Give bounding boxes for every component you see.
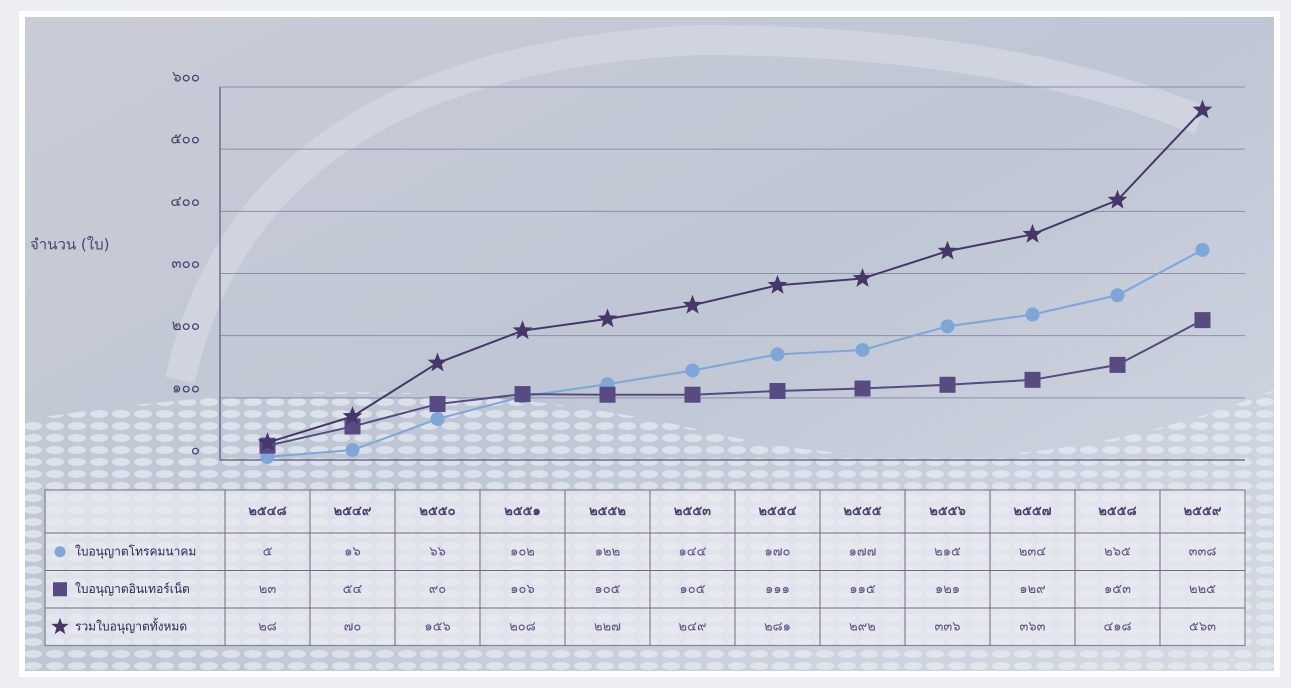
- data-label: ๒๑๕: [934, 544, 961, 559]
- table-bg: [44, 489, 1246, 647]
- y-tick-label: ๓๐๐: [171, 254, 200, 272]
- data-point: [937, 240, 958, 260]
- legend-label: ใบอนุญาตโทรคมนาคม: [75, 544, 196, 559]
- data-label: ๒๖๕: [1104, 544, 1131, 559]
- data-label: ๒๘: [258, 619, 277, 634]
- data-point: [512, 320, 533, 340]
- data-label: ๕๖๓: [1189, 619, 1216, 634]
- data-point: [1025, 307, 1040, 322]
- legend-marker: [54, 546, 66, 558]
- data-label: ๓๓๖: [934, 619, 960, 634]
- data-label: ๑๔๔: [679, 544, 707, 559]
- data-label: ๔๑๘: [1103, 619, 1131, 634]
- data-point: [767, 274, 788, 294]
- legend-marker: [51, 617, 69, 635]
- x-tick-label: ๒๕๔๘: [248, 504, 286, 519]
- x-tick-label: ๒๕๕๗: [1013, 504, 1051, 519]
- data-label: ๗๐: [344, 619, 362, 634]
- y-tick-label: ๖๐๐: [172, 68, 200, 86]
- data-label: ๑๒๙: [1019, 582, 1045, 597]
- data-point: [770, 347, 785, 362]
- data-label: ๑๐๕: [594, 582, 620, 597]
- data-point: [1192, 99, 1213, 119]
- data-point: [1022, 223, 1043, 243]
- data-label: ๑๖: [344, 544, 361, 559]
- data-point: [427, 352, 448, 372]
- data-point: [345, 443, 360, 458]
- data-point: [1109, 356, 1126, 373]
- series-line: [267, 109, 1204, 444]
- data-point: [1107, 189, 1128, 209]
- data-label: ๒๓: [259, 582, 277, 597]
- data-point: [685, 363, 700, 378]
- data-label: ๑๗๐: [765, 544, 791, 559]
- data-point: [1195, 242, 1210, 257]
- data-label: ๕๔: [343, 582, 363, 597]
- data-label: ๒๔๙: [679, 619, 707, 634]
- data-point: [939, 376, 956, 393]
- y-axis-label: จำนวน (ใบ): [30, 236, 109, 254]
- data-point: [852, 268, 873, 287]
- y-tick-label: ๕๐๐: [170, 130, 200, 148]
- decoration: [165, 24, 1206, 384]
- data-point: [1024, 371, 1041, 388]
- x-tick-label: ๒๕๕๔: [758, 504, 796, 519]
- data-label: ๒๒๕: [1189, 582, 1216, 597]
- data-label: ๑๐๒: [510, 544, 535, 559]
- data-label: ๙๐: [429, 582, 447, 597]
- data-point: [854, 380, 871, 397]
- data-label: ๒๘๑: [764, 619, 791, 634]
- data-label: ๓๓๘: [1189, 544, 1217, 559]
- data-label: ๑๐๖: [510, 582, 534, 597]
- data-point: [855, 342, 870, 357]
- data-point: [684, 386, 701, 403]
- data-label: ๑๗๗: [849, 544, 877, 559]
- data-label: ๑๒๑: [935, 582, 960, 597]
- y-tick-label: ๑๐๐: [172, 378, 200, 396]
- data-label: ๑๐๕: [679, 582, 705, 597]
- data-point: [257, 432, 278, 451]
- legend-label: รวมใบอนุญาตทั้งหมด: [75, 617, 187, 634]
- x-tick-label: ๒๕๕๙: [1184, 504, 1222, 519]
- data-label: ๑๑๑: [765, 582, 790, 597]
- legend-marker: [53, 582, 67, 597]
- data-label: ๒๓๔: [1019, 544, 1046, 559]
- data-point: [514, 386, 531, 403]
- series-line: [267, 319, 1203, 447]
- data-label: ๕: [263, 544, 273, 559]
- x-tick-label: ๒๕๕๐: [419, 504, 455, 519]
- x-tick-label: ๒๕๕๖: [929, 504, 966, 519]
- data-label: ๓๖๓: [1019, 619, 1045, 634]
- legend-label: ใบอนุญาตอินเทอร์เน็ต: [75, 581, 190, 597]
- data-point: [1194, 312, 1211, 329]
- data-point: [342, 406, 363, 425]
- x-tick-label: ๒๕๕๒: [589, 504, 626, 519]
- x-tick-label: ๒๕๕๕: [843, 504, 881, 519]
- x-tick-label: ๒๕๕๑: [504, 504, 541, 519]
- x-tick-label: ๒๕๔๙: [334, 504, 372, 519]
- data-label: ๒๙๒: [849, 619, 876, 634]
- y-tick-label: ๒๐๐: [172, 316, 200, 334]
- data-point: [429, 396, 446, 413]
- data-label: ๑๕๓: [1104, 582, 1131, 597]
- x-tick-label: ๒๕๕๘: [1098, 504, 1136, 519]
- y-tick-label: ๔๐๐: [170, 192, 200, 210]
- data-point: [769, 382, 786, 399]
- data-label: ๒๒๗: [594, 619, 621, 634]
- data-label: ๖๖: [429, 544, 446, 559]
- y-tick-label: ๐: [191, 441, 200, 459]
- data-label: ๒๐๘: [509, 619, 536, 634]
- data-point: [430, 411, 445, 426]
- series-line: [267, 248, 1203, 458]
- data-label: ๑๕๖: [424, 619, 450, 634]
- data-point: [682, 294, 703, 314]
- data-point: [1110, 288, 1125, 303]
- data-point: [599, 386, 616, 403]
- x-tick-label: ๒๕๕๓: [674, 504, 711, 519]
- data-label: ๑๑๕: [849, 582, 876, 597]
- data-point: [940, 319, 955, 334]
- data-label: ๑๒๒: [595, 544, 620, 559]
- data-point: [597, 308, 618, 328]
